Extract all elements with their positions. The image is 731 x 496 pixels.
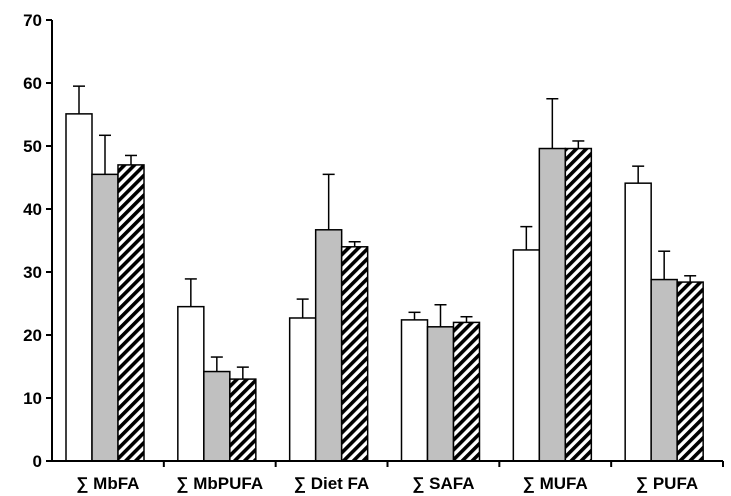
bar-white: [177, 305, 205, 462]
x-axis: ∑ MbFA ∑ MbPUFA ∑ Diet FA ∑ SAFA ∑ MUFA ∑ PUF…: [52, 460, 724, 493]
bar-hatched: [229, 378, 257, 462]
y-axis: 0 10 20 30 40 50 60 70: [23, 11, 53, 471]
y-tick-label: 50: [23, 137, 42, 156]
category-label: ∑ Diet FA: [294, 474, 369, 493]
bar-gray: [91, 173, 119, 462]
bars: [65, 113, 704, 462]
bar-gray: [538, 147, 567, 462]
bar-gray: [426, 326, 455, 462]
category-label: ∑ MbPUFA: [176, 474, 263, 493]
bar-hatched: [676, 281, 704, 462]
bar-hatched: [117, 164, 145, 462]
bar-gray: [650, 278, 678, 462]
y-tick-label: 0: [33, 452, 42, 471]
bar-hatched: [564, 147, 593, 462]
y-tick-label: 70: [23, 11, 42, 30]
bar-gray: [314, 229, 343, 462]
category-label: ∑ PUFA: [636, 474, 698, 493]
category-label: ∑ MbFA: [76, 474, 139, 493]
category-label: ∑ MUFA: [523, 474, 588, 493]
bar-gray: [203, 370, 231, 462]
y-tick-label: 40: [23, 200, 42, 219]
y-tick-label: 60: [23, 74, 42, 93]
y-tick-label: 10: [23, 389, 42, 408]
bar-white: [400, 319, 429, 462]
category-label: ∑ SAFA: [412, 474, 474, 493]
y-tick-label: 20: [23, 326, 42, 345]
bar-hatched: [452, 321, 481, 462]
bar-white: [65, 113, 93, 462]
y-tick-label: 30: [23, 263, 42, 282]
error-bars: [73, 85, 697, 380]
bar-white: [288, 317, 317, 462]
bar-white: [624, 182, 652, 462]
bar-hatched: [340, 246, 369, 462]
bar-white: [512, 249, 541, 462]
